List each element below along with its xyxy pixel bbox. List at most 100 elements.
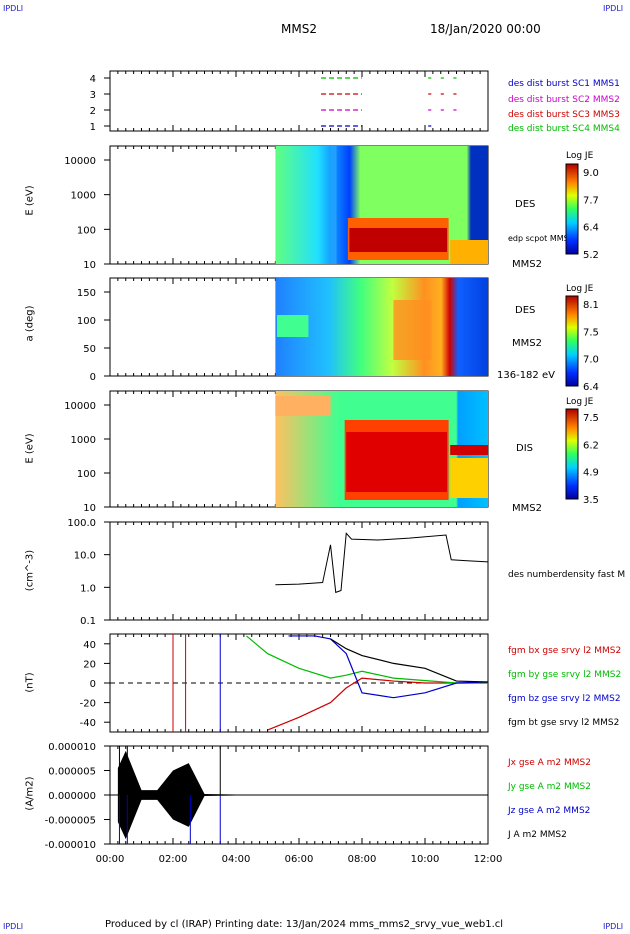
cb2-colorbar [565,295,579,387]
bfield-ytick-label: 20 [83,659,96,670]
density-line [275,532,489,594]
panel-frame-avail [109,70,489,132]
footer-credit: Produced by cl (IRAP) Printing date: 13/… [105,919,504,930]
spacecraft-title: MMS2 [281,22,317,36]
current-ytick-label: 0.000010 [48,742,96,753]
disE-ytick-label: 10000 [64,401,96,412]
density-ytick-label: 10.0 [74,551,96,562]
cb3-colorbar-tick: 6.2 [583,440,599,451]
avail-ytick-label: 1 [90,122,96,133]
bfield-ytick-label: -40 [80,718,96,729]
cb1-colorbar-tick: 6.4 [583,223,599,234]
corner-mark-bottom-left: IPDLI [3,922,24,931]
cb2-colorbar-tick: 7.5 [583,327,599,338]
cb1-colorbar-tick: 5.2 [583,250,599,261]
cb2-colorbar-tick: 7.0 [583,355,599,366]
cb1-colorbar [565,163,579,255]
density-ytick-label: 100.0 [67,518,96,529]
cb2-colorbar-tick: 8.1 [583,300,599,311]
avail-legend-2: des dist burst SC2 MMS2 [508,95,620,105]
des-energy-overlay: edp scpot MMS2 [508,234,574,243]
current-ytick-label: -0.000010 [45,840,96,851]
des-energy-core [349,228,448,252]
disE-ytick-label: 10 [83,503,96,514]
current-ytick-label: -0.000005 [45,816,96,827]
des-energy-sc: MMS2 [512,259,542,270]
cb3-colorbar [565,408,579,500]
desE-ytick-label: 100 [77,225,96,236]
cb3-colorbar-tick: 7.5 [583,413,599,424]
current-ytick-label: 0.000000 [48,791,96,802]
avail-legend-1: des dist burst SC1 MMS1 [508,79,620,89]
time-tick-label: 02:00 [159,854,188,865]
bfield-series-line [246,635,488,684]
current-legend-jy: Jy gse A m2 MMS2 [508,782,591,792]
dis-energy-hot-top [275,396,331,416]
des-pitch-patch [276,315,309,337]
cb1-colorbar-tick: 7.7 [583,195,599,206]
density-ytick-label: 0.1 [80,616,96,627]
disE-ytick-label: 1000 [71,435,96,446]
desE-ytick-label: 1000 [71,191,96,202]
current-legend-jx: Jx gse A m2 MMS2 [508,758,591,768]
des-pitch-instrument: DES [515,305,536,316]
density-ytick-label: 1.0 [80,583,96,594]
corner-mark-top-right: IPDLI [603,4,624,13]
corner-mark-top-left: IPDLI [3,4,24,13]
current-legend-j: J A m2 MMS2 [508,830,567,840]
time-tick-label: 04:00 [222,854,251,865]
cb1-title: Log JE [566,151,594,161]
avail-ytick-label: 2 [90,106,96,117]
bfield-legend-bt: fgm bt gse srvy l2 MMS2 [508,718,620,728]
bfield-series-line [267,677,488,731]
bfield-ytick-label: -20 [80,699,96,710]
avail-legend-4: des dist burst SC4 MMS4 [508,124,620,134]
pitch-ytick-label: 100 [77,316,96,327]
des-pitch-range: 136-182 eV [497,370,555,381]
time-tick-label: 08:00 [348,854,377,865]
corner-mark-bottom-right: IPDLI [603,922,624,931]
avail-ytick-label: 3 [90,90,96,101]
pitch-ytick-label: 50 [83,344,96,355]
current-legend-jz: Jz gse A m2 MMS2 [508,806,591,816]
cb3-title: Log JE [566,397,594,407]
des-pitch-hot [393,300,432,360]
time-tick-label: 10:00 [411,854,440,865]
bfield-series-line [288,635,489,699]
bfield-legend-bz: fgm bz gse srvy l2 MMS2 [508,694,621,704]
avail-ytick-label: 4 [90,74,96,85]
desE-ytick-label: 10 [83,260,96,271]
cb3-colorbar-tick: 3.5 [583,495,599,506]
current-ytick-label: 0.000005 [48,767,96,778]
des-pitch-spectrogram [275,278,488,376]
bfield-legend-by: fgm by gse srvy l2 MMS2 [508,670,622,680]
cb3-colorbar-tick: 4.9 [583,468,599,479]
des-energy-instrument: DES [515,199,536,210]
date-title: 18/Jan/2020 00:00 [430,22,541,36]
bfield-legend-bx: fgm bx gse srvy l2 MMS2 [508,646,622,656]
des-energy-gap [330,146,337,264]
dis-energy-sc: MMS2 [512,503,542,514]
disE-ytick-label: 100 [77,469,96,480]
desE-ytick-label: 10000 [64,156,96,167]
dis-energy-instrument: DIS [516,443,533,454]
cb1-colorbar-tick: 9.0 [583,168,599,179]
dis-energy-low [450,458,488,498]
bfield-series-line [330,638,489,683]
density-legend: des numberdensity fast M [508,570,626,580]
cb2-colorbar-tick: 6.4 [583,382,599,393]
pitch-ytick-label: 150 [77,288,96,299]
dis-energy-line [450,445,488,455]
dis-energy-core [346,432,448,492]
bfield-ytick-label: 0 [90,679,96,690]
bfield-ytick-label: 40 [83,640,96,651]
cb2-title: Log JE [566,284,594,294]
des-energy-low [450,240,488,264]
time-tick-label: 12:00 [474,854,503,865]
time-tick-label: 00:00 [96,854,125,865]
time-tick-label: 06:00 [285,854,314,865]
des-pitch-sc: MMS2 [512,338,542,349]
avail-legend-3: des dist burst SC3 MMS3 [508,110,620,120]
pitch-ytick-label: 0 [90,372,96,383]
